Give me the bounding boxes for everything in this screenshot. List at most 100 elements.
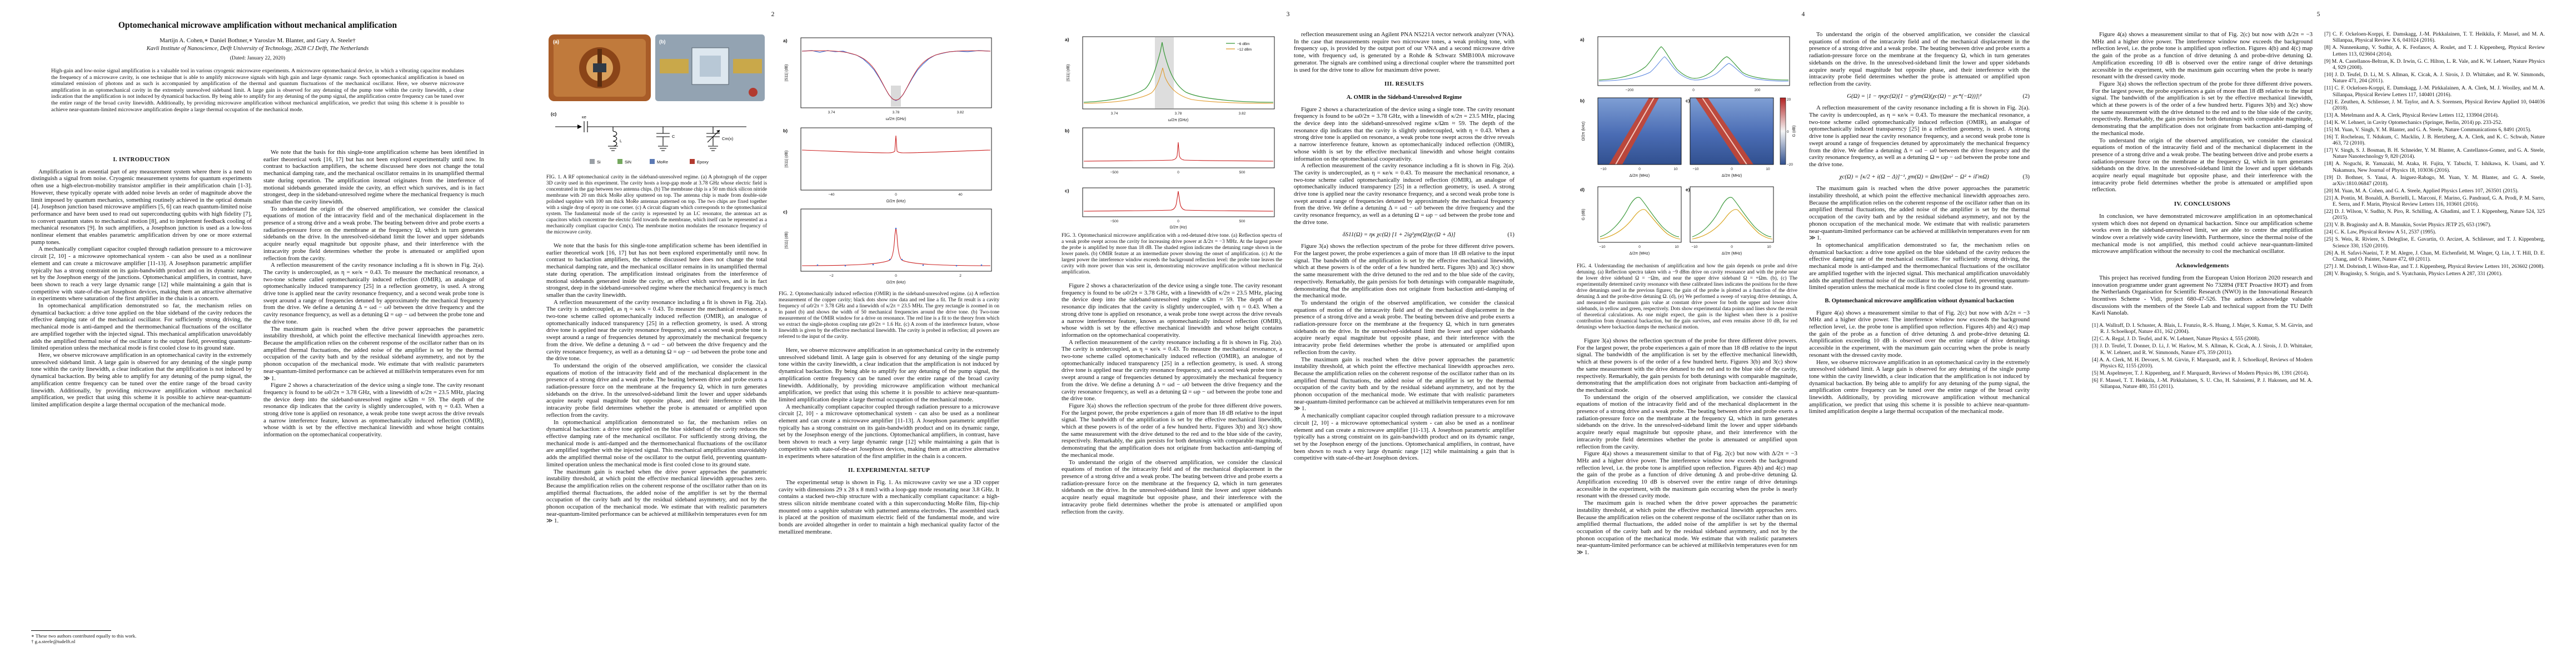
page-3: 3 a) −6 dBm −12 dBm xyxy=(1030,0,1546,667)
tick: 0 xyxy=(1177,220,1179,223)
page-4-right-column: To understand the origin of the observed… xyxy=(1809,31,2030,644)
text-block: To understand the origin of the observed… xyxy=(546,362,767,419)
text-block: The maximum gain is reached when the dri… xyxy=(546,468,767,525)
tick: 500 xyxy=(1239,171,1245,175)
text-block: A. OMIR in the Sideband-Unresolved Regim… xyxy=(1346,94,1462,101)
fig4-label-d: d) xyxy=(1580,187,1585,192)
page-5: 5 Figure 4(a) shows a measurement simila… xyxy=(2061,0,2576,667)
page-2-columns: (a) (b) (c) xyxy=(546,31,999,644)
legend-entry-1: −6 dBm xyxy=(1237,42,1250,46)
fig3-label-a: a) xyxy=(1065,37,1069,42)
tick: −10 xyxy=(1691,245,1697,249)
references-list-left: [1] A. Wallraff, D. I. Schuster, A. Blai… xyxy=(2092,322,2313,390)
page-2-right-column: a) 3.74 3.78 3.82 ω/2π (GHz) |S11| (dB) xyxy=(779,31,999,644)
page-3-number: 3 xyxy=(1286,11,1290,18)
footnote-rule xyxy=(31,630,111,631)
y-axis-label: G (dB) xyxy=(1582,209,1586,221)
y-axis-label: |S11| (dB) xyxy=(785,151,789,168)
reference-item: [21] A. Pontin, M. Bonaldi, A. Borrielli… xyxy=(2324,195,2545,208)
page-2-left-column: (a) (b) (c) xyxy=(546,31,767,644)
colorbar-tick: 0 xyxy=(1787,130,1789,134)
fig2-panel-c: c) −2 0 2 Ω/2π (kHz) |S11| (dB) xyxy=(783,208,992,285)
fig1-label-a: (a) xyxy=(553,39,559,44)
reference-item: [22] D. J. Wilson, V. Sudhir, N. Piro, R… xyxy=(2324,208,2545,221)
tick: 3.82 xyxy=(1239,112,1246,116)
tick: 10 xyxy=(1675,245,1679,249)
page-1: Optomechanical microwave amplification w… xyxy=(0,0,515,667)
ridge-core-c xyxy=(1702,97,1747,165)
page-5-left-column: Figure 4(a) shows a measurement similar … xyxy=(2092,31,2313,644)
figure-2-caption: FIG. 2. Optomechanically induced reflect… xyxy=(779,291,999,340)
text-block: A mechanically compliant capacitor coupl… xyxy=(779,403,999,460)
text-block: Figure 2 shows a characterization of the… xyxy=(1062,282,1282,339)
paper-date: (Dated: January 22, 2020) xyxy=(230,56,286,61)
gain-ridge-b xyxy=(1609,98,1659,165)
figure-3-graphic: a) −6 dBm −12 dBm 3.74 3.78 3.82 xyxy=(1065,36,1275,230)
fig1-label-b: (b) xyxy=(659,39,666,44)
reference-item: [2] C. A. Regal, J. D. Teufel, and K. W.… xyxy=(2092,336,2260,342)
page-1-right-column: We note that the basis for this single-t… xyxy=(263,149,484,644)
s11-fit-curve xyxy=(801,50,991,101)
text-block: To understand the origin of the observed… xyxy=(1577,394,1797,450)
fig4-panel-e: e) −10 0 10 Δ/2π (MHz) xyxy=(1686,186,1774,256)
fig2-label-c: c) xyxy=(783,209,788,215)
text-block: The maximum gain is reached when the dri… xyxy=(1577,500,1797,556)
gain-vs-detuning-yellow xyxy=(1600,209,1681,240)
text-block: Figure 4(a) shows a measurement similar … xyxy=(2092,31,2313,81)
fig3-label-b: b) xyxy=(1065,128,1069,133)
tick: 2 xyxy=(959,274,961,278)
ground-2 xyxy=(658,146,668,151)
upper-sideband-curve xyxy=(1598,56,1789,82)
tick: −500 xyxy=(1110,171,1119,175)
reference-item: [5] M. Aspelmeyer, T. J. Kippenberg, and… xyxy=(2092,370,2309,376)
tick: 10 xyxy=(1766,167,1770,171)
text-block: Acknowledgements xyxy=(2175,262,2229,270)
fig1-materials-legend: Si SiN MoRe Epoxy xyxy=(590,159,709,165)
y-axis-label: Ω/2π (kHz) xyxy=(1582,122,1586,141)
fig4-label-b: b) xyxy=(1580,98,1585,103)
x-axis-label: Δ/2π (MHz) xyxy=(1722,174,1742,178)
figure-3: a) −6 dBm −12 dBm 3.74 3.78 3.82 xyxy=(1062,32,1282,276)
tick: −10 xyxy=(1600,167,1606,171)
figure-2: a) 3.74 3.78 3.82 ω/2π (GHz) |S11| (dB) xyxy=(779,32,999,340)
fig3-label-c: c) xyxy=(1065,188,1069,193)
text-block: IV. CONCLUSIONS xyxy=(2174,201,2231,208)
paper-authors: Martijn A. Cohen,∗ Daniel Bothner,∗ Yaro… xyxy=(160,37,356,44)
text-block: Figure 2 shows a characterization of the… xyxy=(263,382,484,439)
tick: 0 xyxy=(1177,171,1179,175)
page-4-left-column: a) −200 0 200 b) xyxy=(1577,31,1797,644)
text-block: Figure 3(a) shows the reflection spectru… xyxy=(2092,80,2313,137)
reference-item: [3] J. D. Teufel, T. Donner, D. Li, J. W… xyxy=(2092,343,2313,356)
figure-2-graphic: a) 3.74 3.78 3.82 ω/2π (GHz) |S11| (dB) xyxy=(783,37,992,285)
text-block: Amplification is an essential part of an… xyxy=(31,168,252,246)
reference-item: [9] M. A. Castellanos-Beltran, K. D. Irw… xyxy=(2324,58,2545,71)
text-block: To understand the origin of the observed… xyxy=(263,205,484,262)
figure-4-graphic: a) −200 0 200 b) xyxy=(1580,36,1796,256)
reference-item: [26] A. H. Safavi-Naeini, T. P. M. Alegr… xyxy=(2324,250,2545,262)
text-block: III. RESULTS xyxy=(1384,81,1424,88)
author-footnotes: ∗ These two authors contributed equally … xyxy=(31,630,252,645)
variable-arrow xyxy=(707,130,720,143)
legend-epoxy: Epoxy xyxy=(697,160,709,165)
text-block: Figure 4(a) shows a measurement similar … xyxy=(1577,450,1797,500)
page-5-columns: Figure 4(a) shows a measurement similar … xyxy=(2092,31,2545,644)
legend-more: MoRe xyxy=(657,160,668,165)
reference-item: [28] V. Braginsky, S. Strigin, and S. Vy… xyxy=(2324,270,2503,277)
fig2-panel-a: a) 3.74 3.78 3.82 ω/2π (GHz) |S11| (dB) xyxy=(783,37,992,121)
tick: −2 xyxy=(829,274,834,278)
ridge-core-b xyxy=(1615,97,1655,165)
gain-curve-high-power xyxy=(1083,42,1274,103)
fig2-panel-b: b) −40 0 40 Ω/2π (kHz) |S11| (dB) xyxy=(783,127,992,203)
lower-sideband-curve xyxy=(1598,46,1789,81)
gain-vs-detuning-yellow-2 xyxy=(1692,209,1773,240)
fig1-label-L: L xyxy=(620,138,622,143)
page-5-right-column: [7] C. F. Ockeloen-Korppi, E. Damskagg, … xyxy=(2324,31,2545,644)
tick: 0 xyxy=(895,274,897,278)
inductor xyxy=(612,127,617,147)
colorbar-tick: −20 xyxy=(1787,163,1793,167)
text-block: Here, we observe microwave amplification… xyxy=(779,347,999,403)
reference-item: [16] T. Rocheleau, T. Ndukum, C. Macklin… xyxy=(2324,133,2545,146)
footnote: ∗ These two authors contributed equally … xyxy=(31,633,137,639)
gain-vs-detuning-green xyxy=(1600,197,1680,237)
text-block: A reflection measurement of the cavity r… xyxy=(263,262,484,325)
